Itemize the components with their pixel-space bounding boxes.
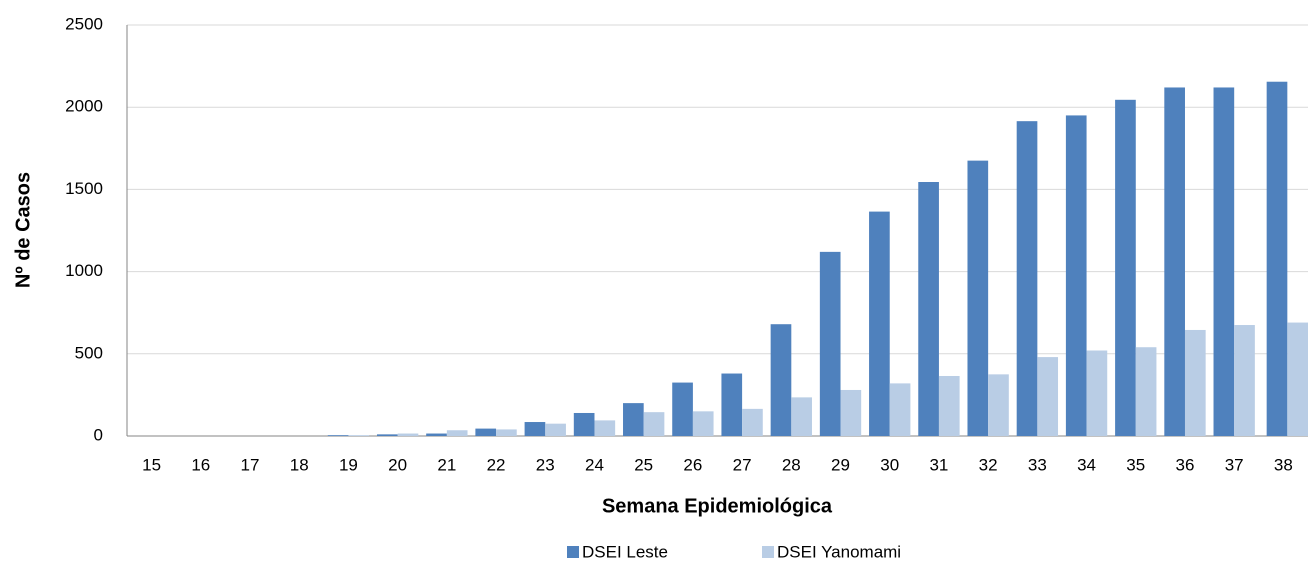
bar: [742, 408, 763, 436]
bar: [889, 383, 911, 436]
bar: [988, 374, 1009, 436]
bar: [643, 412, 665, 436]
x-tick-label: 29: [831, 455, 850, 474]
x-tick-label: 38: [1274, 455, 1293, 474]
bar: [1213, 87, 1235, 437]
bar: [938, 375, 960, 436]
bar: [918, 182, 939, 436]
y-tick-label: 2500: [65, 14, 103, 33]
bar: [672, 382, 693, 436]
legend-swatch: [567, 546, 579, 558]
bar: [692, 411, 714, 436]
y-tick-label: 1000: [65, 261, 103, 280]
bar: [496, 429, 517, 436]
bar: [1164, 87, 1185, 437]
bar: [869, 211, 890, 436]
x-tick-label: 15: [142, 455, 161, 474]
bar: [397, 433, 419, 436]
x-tick-label: 36: [1176, 455, 1195, 474]
bar: [840, 389, 862, 436]
y-axis-label: Nº de Casos: [12, 172, 34, 288]
x-tick-label: 21: [437, 455, 456, 474]
x-tick-label: 22: [487, 455, 506, 474]
bar: [1065, 115, 1087, 437]
x-tick-label: 18: [290, 455, 309, 474]
bar: [967, 160, 989, 436]
x-tick-label: 24: [585, 455, 604, 474]
x-tick-label: 28: [782, 455, 801, 474]
y-tick-label: 0: [94, 425, 103, 444]
bar: [475, 428, 497, 436]
x-tick-label: 16: [191, 455, 210, 474]
x-tick-label: 34: [1077, 455, 1096, 474]
bar: [1266, 81, 1288, 436]
bar: [545, 423, 566, 436]
x-tick-label: 31: [929, 455, 948, 474]
x-tick-label: 30: [880, 455, 899, 474]
x-tick-label: 35: [1126, 455, 1145, 474]
bar: [446, 430, 468, 436]
y-tick-label: 2000: [65, 97, 103, 116]
bar: [594, 420, 616, 436]
bar: [1115, 99, 1136, 436]
x-tick-label: 37: [1225, 455, 1244, 474]
y-tick-label: 1500: [65, 179, 103, 198]
bar: [1184, 329, 1206, 436]
bar: [1234, 325, 1255, 436]
bar: [623, 403, 644, 436]
bar: [1037, 357, 1059, 436]
bar: [426, 433, 447, 436]
y-tick-label: 500: [75, 343, 103, 362]
x-axis-label: Semana Epidemiológica: [602, 495, 833, 517]
bar: [1086, 350, 1108, 436]
bar: [1016, 121, 1038, 436]
bar: [1287, 322, 1308, 436]
x-tick-label: 20: [388, 455, 407, 474]
bar: [770, 324, 792, 436]
x-tick-label: 33: [1028, 455, 1047, 474]
bar: [573, 412, 595, 436]
x-tick-label: 25: [634, 455, 653, 474]
legend-swatch: [762, 546, 774, 558]
bar: [327, 435, 349, 436]
bar: [721, 373, 743, 436]
x-tick-label: 23: [536, 455, 555, 474]
x-tick-label: 19: [339, 455, 358, 474]
legend-label: DSEI Yanomami: [777, 542, 901, 561]
legend-label: DSEI Leste: [582, 542, 668, 561]
bar: [348, 435, 370, 436]
x-tick-label: 27: [733, 455, 752, 474]
x-tick-label: 32: [979, 455, 998, 474]
bar: [524, 422, 546, 436]
bar: [1135, 347, 1157, 436]
x-tick-label: 26: [683, 455, 702, 474]
x-tick-label: 17: [241, 455, 260, 474]
bar: [791, 397, 812, 436]
bar: [819, 251, 841, 436]
bar: [376, 434, 398, 436]
